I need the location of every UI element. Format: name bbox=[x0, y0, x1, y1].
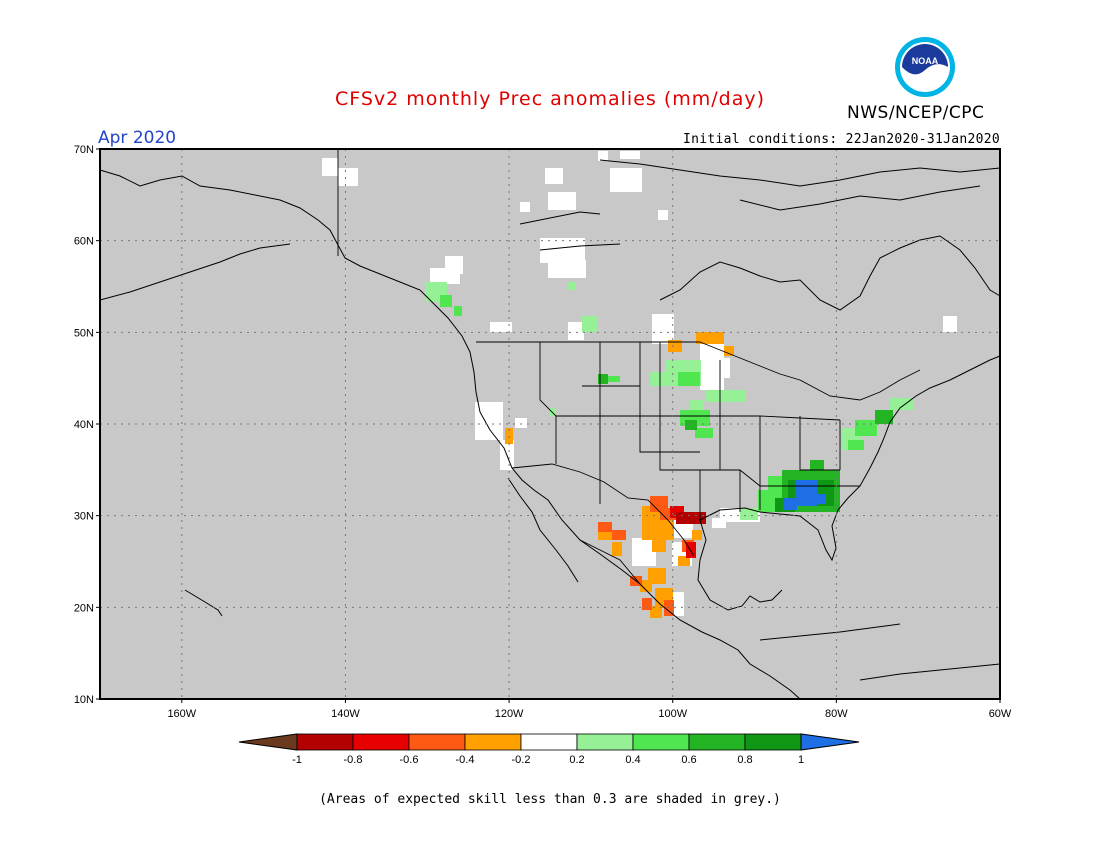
logo-text: NOAA bbox=[912, 56, 939, 66]
colorbar-label: 1 bbox=[798, 754, 804, 766]
colorbar-label: -1 bbox=[292, 754, 302, 766]
colorbar-segment bbox=[632, 733, 690, 751]
lat-tick-labels: 70N 60N 50N 40N 30N 20N 10N bbox=[74, 144, 100, 706]
colorbar-label: 0.6 bbox=[681, 754, 696, 766]
colorbar-label: 0.8 bbox=[737, 754, 752, 766]
colorbar-segment bbox=[744, 733, 802, 751]
colorbar-labels: -1 -0.8 -0.6 -0.4 -0.2 0.2 0.4 0.6 0.8 1 bbox=[292, 754, 804, 766]
lat-tick-label: 60N bbox=[74, 236, 94, 248]
lat-tick-label: 30N bbox=[74, 511, 94, 523]
colorbar-segment bbox=[688, 733, 746, 751]
lon-tick-label: 60W bbox=[989, 708, 1012, 720]
lon-tick-label: 80W bbox=[825, 708, 848, 720]
lat-tick-label: 40N bbox=[74, 419, 94, 431]
lon-tick-label: 120W bbox=[495, 708, 524, 720]
colorbar-label: -0.4 bbox=[456, 754, 475, 766]
lon-tick-label: 100W bbox=[658, 708, 687, 720]
lon-tick-labels: 160W 140W 120W 100W 80W 60W bbox=[167, 699, 1012, 720]
colorbar-label: -0.8 bbox=[344, 754, 363, 766]
lat-tick-label: 10N bbox=[74, 694, 94, 706]
lon-tick-label: 140W bbox=[331, 708, 360, 720]
lon-tick-label: 160W bbox=[167, 708, 196, 720]
lat-tick-label: 70N bbox=[74, 144, 94, 156]
colorbar-segment bbox=[520, 733, 578, 751]
agency-label: NWS/NCEP/CPC bbox=[847, 103, 985, 123]
target-month-label: Apr 2020 bbox=[98, 128, 177, 148]
gridlines bbox=[100, 149, 1000, 699]
skill-footnote: (Areas of expected skill less than 0.3 a… bbox=[319, 792, 781, 807]
noaa-logo: NOAA bbox=[895, 37, 955, 97]
colorbar-segment bbox=[464, 733, 522, 751]
anomaly-cells bbox=[322, 151, 957, 618]
lat-tick-label: 20N bbox=[74, 602, 94, 614]
colorbar-label: 0.4 bbox=[625, 754, 640, 766]
lat-tick-label: 50N bbox=[74, 327, 94, 339]
initial-conditions-label: Initial conditions: 22Jan2020-31Jan2020 bbox=[683, 132, 1000, 147]
political-boundaries bbox=[337, 149, 921, 585]
colorbar-high-arrow bbox=[800, 733, 860, 751]
colorbar-segment bbox=[352, 733, 410, 751]
colorbar bbox=[238, 733, 860, 751]
colorbar-label: -0.6 bbox=[400, 754, 419, 766]
colorbar-label: -0.2 bbox=[512, 754, 531, 766]
coastlines bbox=[99, 159, 1001, 700]
chart-title: CFSv2 monthly Prec anomalies (mm/day) bbox=[334, 88, 766, 110]
colorbar-label: 0.2 bbox=[569, 754, 584, 766]
colorbar-segment bbox=[296, 733, 354, 751]
colorbar-segment bbox=[576, 733, 634, 751]
colorbar-low-arrow bbox=[238, 733, 298, 751]
colorbar-segment bbox=[408, 733, 466, 751]
